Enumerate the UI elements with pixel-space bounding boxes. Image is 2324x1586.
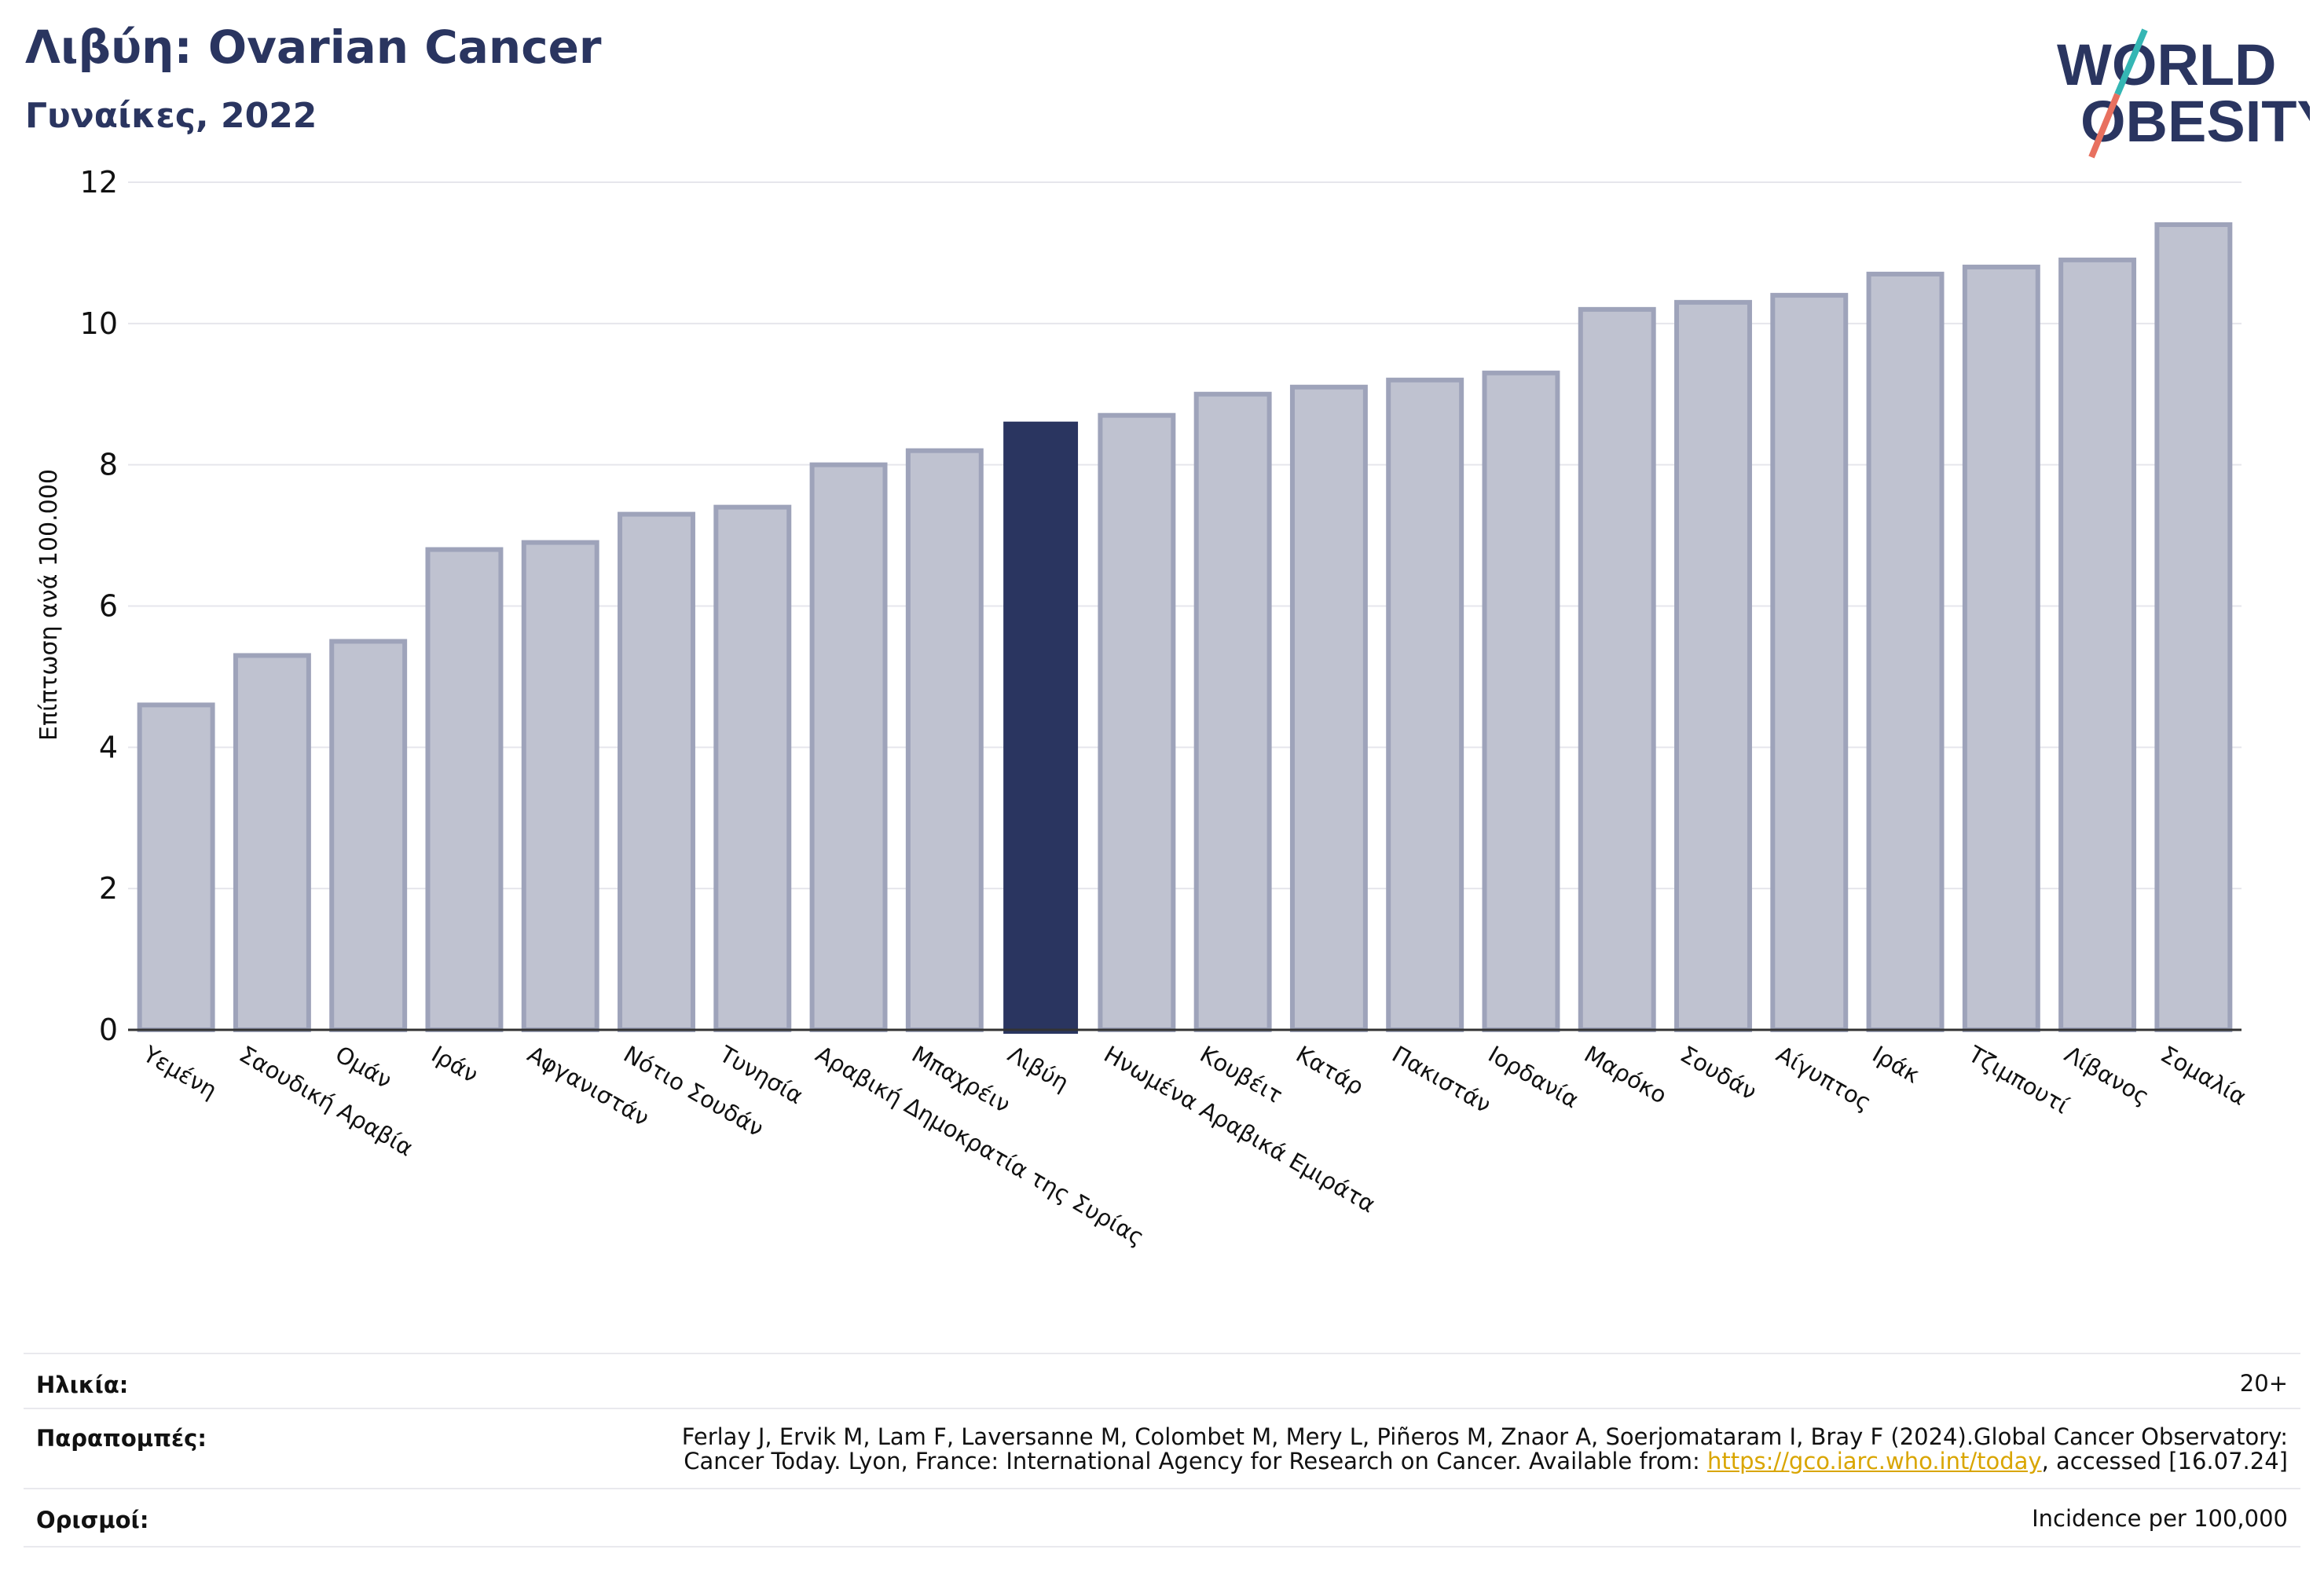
x-tick-label: Σαουδική Αραβία bbox=[235, 1041, 418, 1162]
bar-2 bbox=[236, 655, 309, 1030]
definitions-value: Incidence per 100,000 bbox=[2032, 1507, 2288, 1531]
bar-18 bbox=[1772, 295, 1846, 1030]
bar-15 bbox=[1484, 373, 1557, 1030]
y-tick-label: 8 bbox=[99, 448, 118, 482]
bar-13 bbox=[1292, 387, 1365, 1030]
x-tick-label: Μαρόκο bbox=[1580, 1041, 1672, 1109]
bar-16 bbox=[1581, 310, 1654, 1030]
bar-10 bbox=[1004, 423, 1077, 1033]
age-label: Ηλικία: bbox=[36, 1372, 128, 1398]
x-tick-label: Ομάν bbox=[331, 1041, 396, 1094]
y-tick-label: 6 bbox=[99, 589, 118, 624]
y-tick-label: 0 bbox=[99, 1013, 118, 1047]
x-tick-label: Ιορδανία bbox=[1483, 1041, 1583, 1114]
bar-11 bbox=[1100, 416, 1173, 1030]
footer-row-references: Παραπομπές: Ferlay J, Ervik M, Lam F, La… bbox=[24, 1408, 2300, 1489]
y-tick-label: 10 bbox=[80, 306, 118, 341]
references-line-2-suffix: , accessed [16.07.24] bbox=[2042, 1448, 2288, 1474]
bar-12 bbox=[1197, 394, 1270, 1030]
bar-17 bbox=[1677, 302, 1750, 1030]
x-tick-label: Λίβανος bbox=[2060, 1041, 2154, 1111]
bar-22 bbox=[2157, 225, 2230, 1030]
y-tick-label: 2 bbox=[99, 871, 118, 906]
definitions-label: Ορισμοί: bbox=[36, 1507, 148, 1533]
x-tick-label: Αίγυπτος bbox=[1772, 1041, 1875, 1116]
bar-19 bbox=[1869, 274, 1942, 1030]
x-tick-label: Υεμένη bbox=[138, 1040, 222, 1104]
x-tick-label: Σομαλία bbox=[2156, 1041, 2251, 1111]
age-value: 20+ bbox=[2240, 1372, 2288, 1396]
bar-9 bbox=[908, 451, 981, 1030]
references-line-2: Cancer Today. Lyon, France: Internationa… bbox=[682, 1449, 2288, 1474]
y-tick-label: 4 bbox=[99, 730, 118, 764]
x-tick-label: Ιράν bbox=[427, 1041, 482, 1089]
bar-21 bbox=[2061, 260, 2134, 1030]
y-tick-label: 12 bbox=[80, 165, 118, 200]
footer-row-definitions: Ορισμοί: Incidence per 100,000 bbox=[24, 1488, 2300, 1548]
bar-4 bbox=[427, 550, 500, 1030]
bar-14 bbox=[1388, 380, 1461, 1030]
references-line-1: Ferlay J, Ervik M, Lam F, Laversanne M, … bbox=[682, 1425, 2288, 1449]
references-label: Παραπομπές: bbox=[36, 1425, 207, 1452]
references-value: Ferlay J, Ervik M, Lam F, Laversanne M, … bbox=[682, 1425, 2288, 1474]
references-line-2-text: Cancer Today. Lyon, France: Internationa… bbox=[684, 1448, 1707, 1474]
bar-20 bbox=[1965, 267, 2038, 1030]
x-tick-label: Σουδάν bbox=[1676, 1041, 1761, 1105]
bars bbox=[140, 225, 2231, 1033]
bar-6 bbox=[620, 515, 693, 1030]
y-axis-label: Επίπτωση ανά 100.000 bbox=[35, 469, 63, 741]
x-tick-label: Αραβική Δημοκρατία της Συρίας bbox=[812, 1041, 1149, 1251]
footer-row-age: Ηλικία: 20+ bbox=[24, 1353, 2300, 1409]
y-tick-labels: 0 2 4 6 8 10 12 bbox=[80, 165, 118, 1047]
bar-1 bbox=[140, 705, 213, 1030]
x-tick-label: Λιβύη bbox=[1003, 1041, 1073, 1097]
bar-7 bbox=[716, 507, 789, 1030]
gco-link[interactable]: https://gco.iarc.who.int/today bbox=[1707, 1448, 2042, 1474]
bar-3 bbox=[332, 641, 405, 1030]
x-tick-label: Ιράκ bbox=[1868, 1041, 1925, 1089]
bar-5 bbox=[524, 543, 597, 1030]
bar-8 bbox=[812, 465, 885, 1030]
x-tick-label: Τζιμπουτί bbox=[1963, 1040, 2073, 1119]
x-tick-label: Πακιστάν bbox=[1387, 1041, 1495, 1119]
x-tick-label: Κατάρ bbox=[1292, 1041, 1369, 1101]
